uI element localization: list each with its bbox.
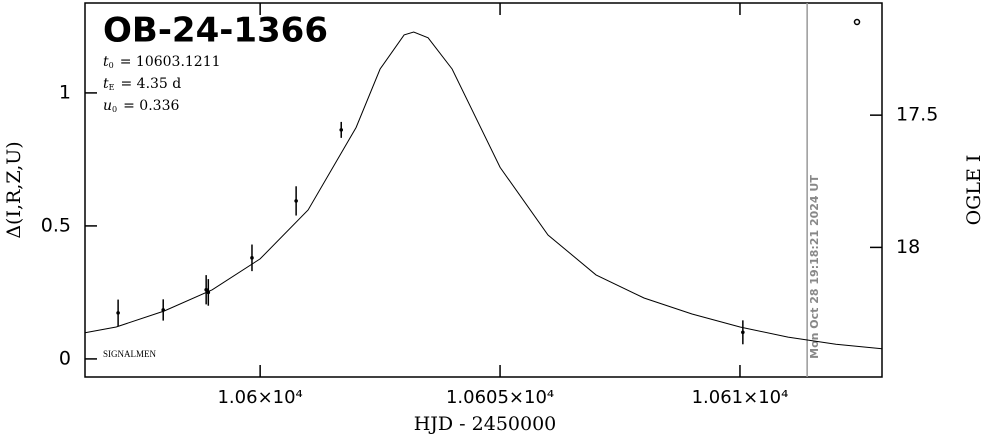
data-point: [741, 330, 745, 335]
param-subscript: 0: [109, 61, 114, 70]
timestamp: Mon Oct 28 19:18:21 2024 UT: [808, 175, 821, 359]
param: u0 = 0.336: [103, 98, 179, 114]
data-point: [206, 290, 211, 295]
y-axis-label: Δ(I,R,Z,U): [3, 141, 25, 238]
param-text: = 10603.1211: [120, 54, 221, 70]
x-tick-label: 1.06×10⁴: [217, 387, 302, 408]
data-point: [204, 287, 208, 292]
param-symbol: t: [103, 54, 109, 70]
plot-frame: [84, 2, 883, 378]
param-symbol: t: [103, 76, 109, 92]
data-point: [161, 308, 166, 312]
param: tE = 4.35 d: [103, 76, 181, 92]
y-tick-label: 1: [59, 81, 71, 103]
param-symbol: u: [103, 98, 112, 114]
data-point: [116, 311, 120, 315]
x-tick-label: 1.061×10⁴: [692, 387, 789, 408]
y2-tick-label: 17.5: [896, 104, 938, 126]
data-point: [339, 128, 344, 132]
data-point: [250, 256, 254, 260]
x-tick-label: 1.0605×10⁴: [446, 387, 554, 408]
y2-axis-label: OGLE I: [963, 155, 985, 226]
data-point: [294, 199, 298, 203]
param: t0 = 10603.1211: [103, 54, 221, 70]
param-text: = 4.35 d: [120, 76, 181, 92]
param-text: = 0.336: [123, 98, 179, 114]
x-axis-label: HJD - 2450000: [414, 413, 557, 434]
marker-symbol: [853, 18, 861, 26]
model-curve: [84, 31, 883, 350]
y-tick-label: 0.5: [41, 214, 71, 236]
param-subscript: E: [109, 83, 115, 92]
credit: SIGNALMEN: [103, 349, 156, 359]
y-tick-label: 0: [59, 347, 71, 369]
y2-tick-label: 18: [896, 236, 920, 258]
chart-title: OB-24-1366: [103, 11, 328, 51]
param-subscript: 0: [112, 105, 117, 114]
